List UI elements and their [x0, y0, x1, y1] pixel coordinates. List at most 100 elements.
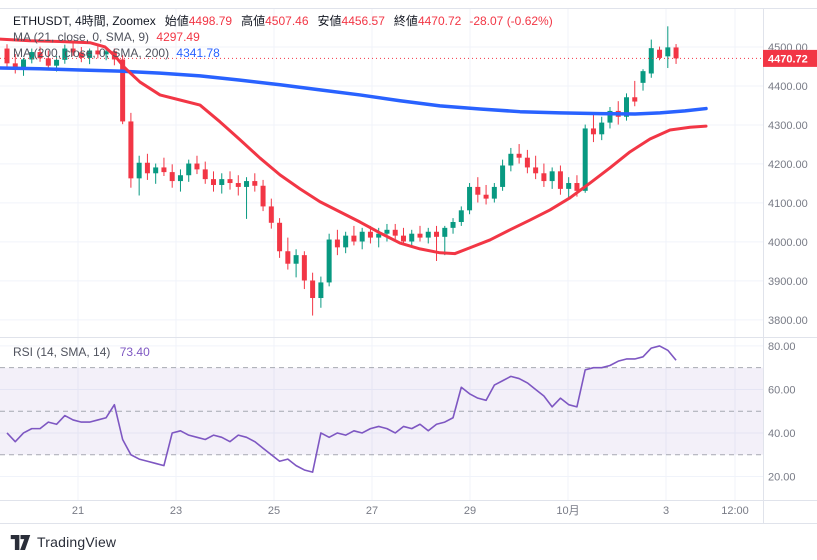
- candle: [648, 39, 654, 78]
- rsi-value: 73.40: [119, 345, 150, 359]
- candle-body: [293, 255, 299, 264]
- time-axis-label: 21: [72, 505, 84, 517]
- price-axis-label: 4200.00: [768, 159, 808, 171]
- time-axis-label: 29: [464, 505, 476, 517]
- tradingview-logo-icon: [10, 534, 31, 550]
- candle: [582, 124, 588, 193]
- badge-text: 4470.72: [768, 53, 808, 65]
- close-label: 終値: [393, 14, 418, 28]
- candle-body: [500, 165, 506, 187]
- price-axis-label: 4000.00: [768, 237, 808, 249]
- candle-body: [665, 47, 671, 57]
- candle: [219, 173, 225, 194]
- candle: [37, 46, 43, 62]
- candle: [590, 114, 596, 143]
- candle: [516, 144, 522, 164]
- candle-body: [301, 255, 307, 281]
- candle-body: [144, 162, 150, 174]
- candle-body: [153, 167, 159, 174]
- ma21-legend-row[interactable]: MA (21, close, 0, SMA, 9) 4297.49: [13, 29, 200, 45]
- candle-body: [533, 167, 539, 174]
- rsi-axis-label: 20.00: [768, 471, 796, 483]
- candle: [87, 48, 93, 65]
- candle: [103, 48, 109, 61]
- time-axis-label: 25: [268, 505, 280, 517]
- candle-body: [62, 48, 68, 60]
- candle-body: [458, 210, 464, 223]
- candle-body: [103, 51, 109, 55]
- candle: [458, 206, 464, 226]
- candle-body: [400, 235, 406, 242]
- candle-body: [524, 157, 530, 168]
- candle-body: [70, 48, 76, 53]
- candle: [425, 227, 431, 244]
- candle-body: [120, 59, 126, 122]
- candle: [161, 157, 167, 177]
- candle: [211, 171, 216, 192]
- candle-body: [37, 52, 43, 59]
- candle-body: [566, 183, 572, 189]
- symbol-title: ETHUSDT, 4時間, Zoomex: [13, 14, 156, 28]
- candle: [351, 225, 357, 246]
- change-value: -28.07 (-0.62%): [469, 14, 553, 28]
- rsi-line: [6, 345, 677, 473]
- candle: [467, 183, 473, 215]
- candle-body: [343, 235, 349, 248]
- candle: [268, 198, 274, 229]
- candle-body: [318, 282, 324, 299]
- candle: [500, 159, 506, 191]
- open-value: 4498.79: [188, 14, 233, 28]
- candle: [524, 149, 530, 174]
- candle-body: [177, 175, 183, 182]
- candle-body: [359, 231, 365, 242]
- price-axis-label: 4400.00: [768, 81, 808, 93]
- candle: [144, 153, 150, 180]
- candle: [566, 177, 572, 199]
- candle: [70, 41, 76, 56]
- candle-body: [599, 122, 605, 135]
- candle: [29, 48, 35, 64]
- candle-body: [442, 227, 448, 237]
- rsi-label: RSI (14, SMA, 14): [13, 345, 111, 359]
- rsi-legend-row[interactable]: RSI (14, SMA, 14) 73.40: [13, 344, 150, 360]
- candle: [417, 225, 423, 242]
- gridlines: [0, 8, 763, 500]
- candle-body: [219, 179, 225, 185]
- candle: [285, 237, 291, 270]
- high-value: 4507.46: [265, 14, 309, 28]
- price-pane[interactable]: [0, 26, 763, 316]
- candle-body: [434, 231, 440, 237]
- candle: [607, 107, 613, 129]
- time-axis-label: 10月: [556, 505, 579, 517]
- candle-body: [574, 183, 580, 191]
- ma200-legend-row[interactable]: MA (200, close, 0, SMA, 200) 4341.78: [13, 45, 220, 61]
- high-label: 高値: [241, 14, 266, 28]
- candle: [62, 44, 68, 64]
- candle: [541, 163, 547, 187]
- candle-body: [607, 110, 613, 123]
- candle: [491, 183, 497, 203]
- candle: [318, 276, 324, 308]
- candle: [227, 171, 233, 190]
- rsi-pane[interactable]: [0, 345, 763, 473]
- candle-body: [128, 121, 134, 179]
- price-axis-label: 3900.00: [768, 276, 808, 288]
- candle: [409, 229, 415, 248]
- candle-body: [21, 59, 27, 69]
- candle: [186, 159, 192, 182]
- candle-body: [491, 186, 497, 199]
- candle: [169, 164, 175, 188]
- symbol-legend-row[interactable]: ETHUSDT, 4時間, Zoomex 始値4498.79 高値4507.46 安値…: [13, 13, 553, 29]
- candle-body: [673, 47, 679, 59]
- candle: [310, 272, 316, 316]
- candle-body: [384, 229, 390, 234]
- price-axis[interactable]: 4500.004400.004300.004200.004100.004000.…: [768, 42, 808, 484]
- time-axis[interactable]: 21 23 25 27 29 10月 3 12:00: [72, 505, 749, 517]
- candle-body: [136, 162, 142, 179]
- candle: [301, 251, 307, 290]
- tradingview-watermark[interactable]: TradingView: [10, 534, 116, 550]
- candle: [12, 53, 18, 74]
- close-value: 4470.72: [417, 14, 462, 28]
